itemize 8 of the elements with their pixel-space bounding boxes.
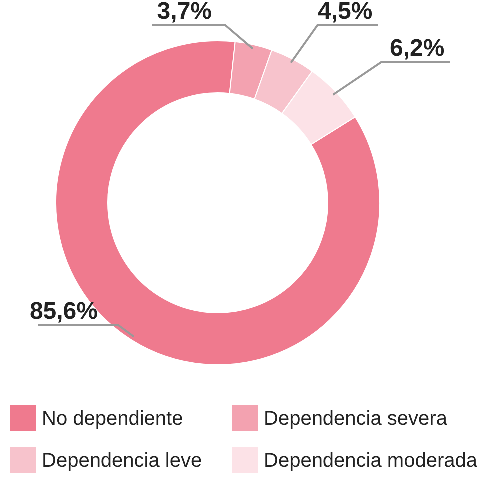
legend-label: Dependencia leve	[42, 450, 202, 472]
data-label: 6,2%	[390, 35, 445, 62]
legend-label: Dependencia severa	[264, 408, 448, 430]
data-label: 3,7%	[157, 0, 212, 25]
data-label: 85,6%	[30, 298, 98, 325]
data-label: 4,5%	[318, 0, 373, 25]
legend-label: Dependencia moderada	[264, 450, 478, 472]
legend-label: No dependiente	[42, 408, 184, 430]
